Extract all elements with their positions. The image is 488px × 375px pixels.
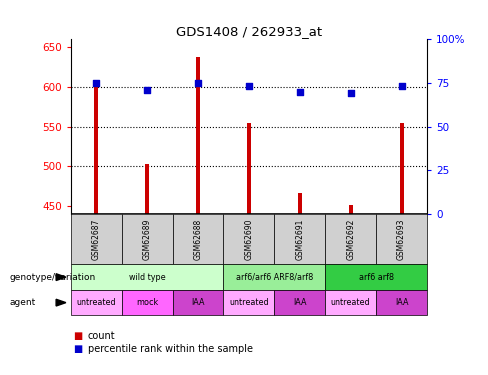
Text: ■: ■	[73, 344, 82, 354]
Bar	[122, 214, 173, 264]
Text: untreated: untreated	[77, 298, 116, 307]
Point	[347, 90, 355, 96]
Point	[92, 80, 100, 86]
Text: untreated: untreated	[331, 298, 370, 307]
Text: genotype/variation: genotype/variation	[10, 273, 96, 282]
Text: arf6/arf6 ARF8/arf8: arf6/arf6 ARF8/arf8	[236, 273, 313, 282]
Point	[245, 84, 253, 90]
Bar	[400, 123, 404, 214]
Bar	[298, 193, 302, 214]
Text: GSM62691: GSM62691	[295, 218, 305, 260]
Text: GSM62692: GSM62692	[346, 218, 355, 260]
Title: GDS1408 / 262933_at: GDS1408 / 262933_at	[176, 25, 322, 38]
Bar	[274, 214, 325, 264]
Text: percentile rank within the sample: percentile rank within the sample	[88, 344, 253, 354]
Point	[143, 87, 151, 93]
Bar	[376, 214, 427, 264]
Bar	[224, 290, 274, 315]
Text: GSM62687: GSM62687	[92, 218, 101, 260]
Text: IAA: IAA	[395, 298, 408, 307]
Point	[398, 84, 406, 90]
Bar	[71, 290, 122, 315]
Bar	[71, 214, 122, 264]
Text: wild type: wild type	[129, 273, 165, 282]
Bar	[325, 264, 427, 290]
Text: agent: agent	[10, 298, 36, 307]
Bar	[145, 164, 149, 214]
Text: count: count	[88, 331, 116, 341]
Bar	[122, 290, 173, 315]
Bar	[274, 290, 325, 315]
Point	[194, 80, 202, 86]
Bar	[224, 214, 274, 264]
Text: GSM62688: GSM62688	[193, 218, 203, 259]
Text: ■: ■	[73, 331, 82, 341]
Text: mock: mock	[136, 298, 158, 307]
Bar	[224, 264, 325, 290]
Text: arf6 arf8: arf6 arf8	[359, 273, 394, 282]
Bar	[247, 123, 251, 214]
Text: GSM62690: GSM62690	[244, 218, 253, 260]
Bar	[196, 57, 200, 214]
Bar	[348, 205, 353, 214]
Text: IAA: IAA	[293, 298, 306, 307]
Text: untreated: untreated	[229, 298, 269, 307]
Bar	[94, 87, 98, 214]
Bar	[71, 264, 224, 290]
Bar	[325, 214, 376, 264]
Text: GSM62689: GSM62689	[142, 218, 152, 260]
Point	[296, 89, 304, 95]
Bar	[173, 214, 224, 264]
Bar	[173, 290, 224, 315]
Bar	[376, 290, 427, 315]
Text: GSM62693: GSM62693	[397, 218, 406, 260]
Bar	[325, 290, 376, 315]
Text: IAA: IAA	[191, 298, 205, 307]
